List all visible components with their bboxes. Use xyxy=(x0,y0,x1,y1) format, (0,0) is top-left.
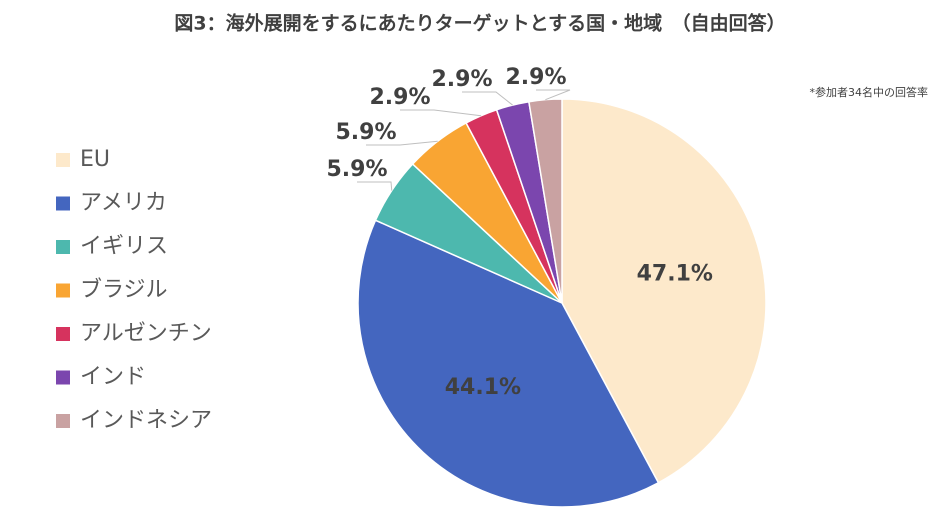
pie-slice xyxy=(561,98,767,484)
legend-swatch xyxy=(56,153,70,167)
legend-swatch xyxy=(56,414,70,428)
data-label: 47.1% xyxy=(637,262,713,287)
leader-line xyxy=(366,140,438,146)
legend-label: アルゼンチン xyxy=(80,321,212,346)
pie-slice xyxy=(357,219,660,508)
legend-label: イギリス xyxy=(80,234,168,259)
data-label: 5.9% xyxy=(335,120,396,145)
legend-swatch xyxy=(56,283,70,298)
legend-label: インドネシア xyxy=(80,408,212,433)
legend-swatch xyxy=(56,370,70,385)
leader-line xyxy=(462,91,513,106)
legend-label: アメリカ xyxy=(80,191,167,216)
leader-line xyxy=(400,109,482,117)
data-label: 5.9% xyxy=(326,157,387,182)
legend-swatch xyxy=(56,196,70,211)
data-label: 2.9% xyxy=(505,65,566,90)
leader-line xyxy=(357,181,393,191)
chart-title: 図3：海外展開をするにあたりターゲットとする国・地域 （自由回答） xyxy=(174,12,785,35)
note: *参加者34名中の回答率 xyxy=(810,85,929,99)
leader-line xyxy=(536,89,571,101)
legend-label: EU xyxy=(80,147,110,172)
data-label: 2.9% xyxy=(369,85,430,110)
data-label: 44.1% xyxy=(445,375,521,400)
legend-label: インド xyxy=(80,365,146,390)
legend-swatch xyxy=(56,240,70,254)
legend-label: ブラジル xyxy=(80,278,168,303)
data-label: 2.9% xyxy=(431,67,492,92)
legend-swatch xyxy=(56,327,70,341)
